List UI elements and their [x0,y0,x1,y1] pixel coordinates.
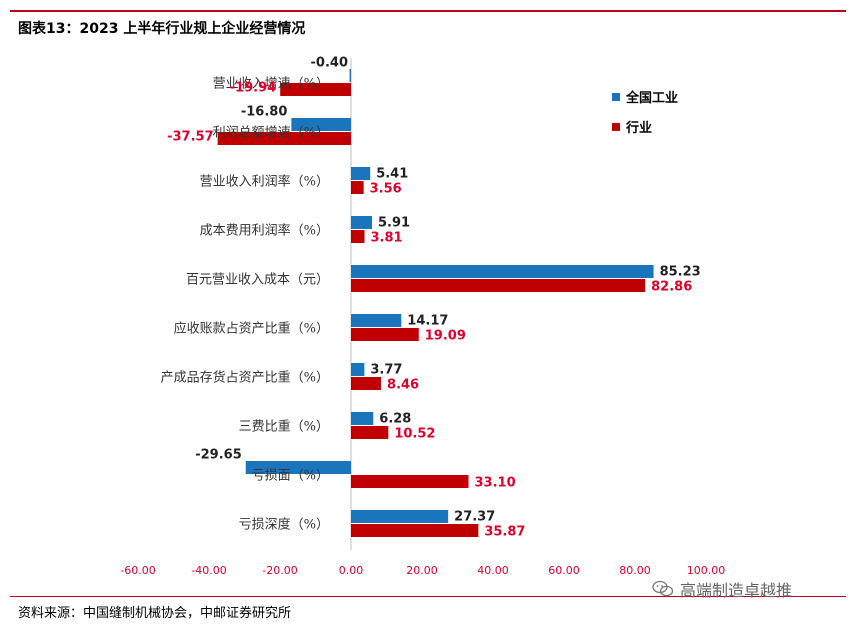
x-tick-label-8: 100.00 [687,564,726,577]
value-label-sector-1: -37.57 [167,130,214,145]
bar-sector-7 [351,426,389,439]
x-tick-label-3: 0.00 [339,564,364,577]
legend-swatch-0 [612,93,620,101]
bar-national-industry-3 [351,216,372,229]
value-label-national-industry-7: 6.28 [379,412,411,427]
category-label-1: 利润总额增速（%） [213,126,329,141]
legend-label-1: 行业 [625,120,652,136]
top-rule [10,10,846,12]
x-tick-label-2: -20.00 [262,564,297,577]
bar-national-industry-1 [291,118,351,131]
value-label-sector-0: -19.94 [230,81,277,96]
category-label-9: 亏损深度（%） [239,517,329,533]
x-tick-label-7: 80.00 [619,564,651,577]
category-label-7: 三费比重（%） [239,419,329,435]
value-label-sector-2: 3.56 [370,182,402,197]
bar-sector-0 [280,83,351,96]
category-label-0: 营业收入增速（%） [213,77,329,92]
value-label-sector-7: 10.52 [394,427,435,442]
value-label-national-industry-2: 5.41 [376,167,408,182]
bar-national-industry-2 [351,167,371,180]
bar-national-industry-4 [351,265,654,278]
value-label-sector-3: 3.81 [371,231,403,246]
category-label-6: 产成品存货占资产比重（%） [161,370,329,386]
bar-sector-8 [351,475,469,488]
bar-sector-5 [351,328,419,341]
category-label-3: 成本费用利润率（%） [200,223,329,239]
value-label-national-industry-6: 3.77 [370,363,402,378]
value-label-sector-9: 35.87 [484,525,525,540]
value-label-sector-6: 8.46 [387,378,419,393]
bar-national-industry-6 [351,363,365,376]
x-tick-label-0: -60.00 [120,564,155,577]
bar-sector-2 [351,181,364,194]
bar-sector-3 [351,230,365,243]
value-label-national-industry-0: -0.40 [311,56,348,71]
value-label-national-industry-9: 27.37 [454,510,495,525]
value-label-national-industry-1: -16.80 [241,105,288,120]
wechat-icon [652,580,674,597]
watermark: 高端制造卓越推 [652,577,792,601]
watermark-text: 高端制造卓越推 [680,581,793,600]
legend-label-0: 全国工业 [625,90,678,106]
x-tick-label-5: 40.00 [477,564,509,577]
category-label-8: 亏损面（%） [252,469,329,484]
value-label-sector-4: 82.86 [651,280,692,295]
category-label-2: 营业收入利润率（%） [200,174,329,190]
figure-title: 图表13：2023 上半年行业规上企业经营情况 [18,21,306,37]
x-tick-label-4: 20.00 [406,564,438,577]
bar-national-industry-9 [351,510,449,523]
value-label-national-industry-4: 85.23 [660,265,701,280]
bottom-rule [10,596,846,597]
bar-national-industry-0 [349,69,351,82]
value-label-national-industry-3: 5.91 [378,216,410,231]
bar-sector-1 [217,132,351,145]
value-label-national-industry-8: -29.65 [195,448,242,463]
bar-national-industry-7 [351,412,374,425]
bar-sector-4 [351,279,646,292]
value-label-sector-5: 19.09 [425,329,466,344]
legend-swatch-1 [612,123,620,131]
category-label-4: 百元营业收入成本（元） [186,273,329,288]
x-tick-label-1: -40.00 [191,564,226,577]
x-tick-label-6: 60.00 [548,564,580,577]
category-label-5: 应收账款占资产比重（%） [174,321,329,337]
bar-national-industry-8 [245,461,351,474]
value-label-sector-8: 33.10 [475,476,516,491]
value-label-national-industry-5: 14.17 [407,314,448,329]
bar-sector-6 [351,377,382,390]
source-note: 资料来源：中国缝制机械协会，中邮证券研究所 [18,606,292,621]
bar-national-industry-5 [351,314,402,327]
bar-sector-9 [351,524,479,537]
